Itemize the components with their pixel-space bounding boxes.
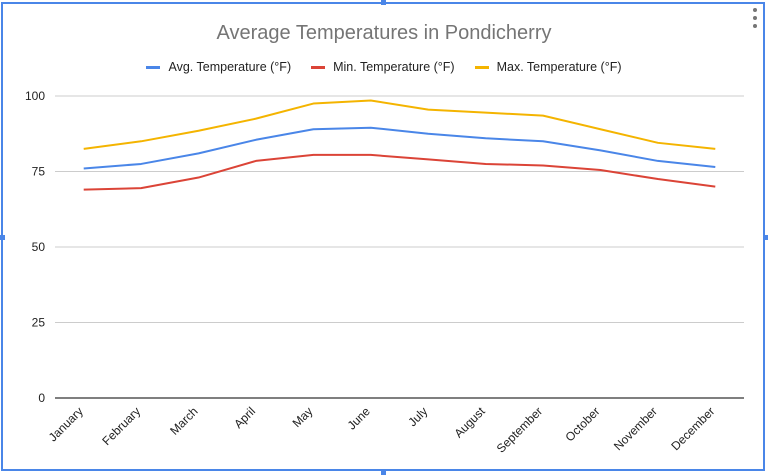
chart-title: Average Temperatures in Pondicherry (216, 22, 552, 44)
x-tick-label: January (46, 404, 86, 444)
x-tick-label: September (494, 404, 545, 455)
resize-handle-left[interactable] (0, 235, 5, 240)
legend-label: Avg. Temperature (°F) (168, 60, 292, 74)
legend-label: Max. Temperature (°F) (496, 60, 622, 74)
x-tick-label: April (231, 404, 258, 431)
x-tick-label: October (562, 404, 602, 444)
legend-swatch (146, 65, 161, 69)
y-tick-label: 50 (32, 240, 46, 254)
y-tick-label: 75 (32, 165, 46, 179)
x-tick-label: May (290, 404, 316, 430)
series-line-2[interactable] (83, 99, 716, 150)
legend-item-2[interactable]: Max. Temperature (°F) (474, 60, 622, 74)
legend-swatch (474, 65, 489, 69)
resize-handle-top[interactable] (381, 0, 386, 5)
x-tick-label: July (405, 404, 430, 429)
resize-handle-right[interactable] (763, 235, 768, 240)
x-tick-label: February (99, 404, 143, 448)
series-line-0[interactable] (83, 126, 716, 170)
resize-handle-bottom[interactable] (381, 470, 386, 475)
x-tick-label: June (345, 404, 374, 433)
legend-item-1[interactable]: Min. Temperature (°F) (311, 60, 455, 74)
y-tick-label: 0 (38, 391, 45, 405)
x-tick-label: March (167, 404, 200, 437)
x-tick-label: December (668, 404, 717, 453)
y-tick-label: 100 (25, 89, 45, 103)
legend-item-0[interactable]: Avg. Temperature (°F) (146, 60, 291, 74)
chart-legend: Avg. Temperature (°F) Min. Temperature (°… (0, 60, 768, 74)
series-line-1[interactable] (83, 153, 716, 191)
x-tick-label: November (611, 404, 660, 453)
y-tick-label: 25 (32, 316, 46, 330)
x-tick-label: August (451, 404, 488, 441)
legend-label: Min. Temperature (°F) (333, 60, 455, 74)
legend-swatch (311, 65, 326, 69)
more-options-icon[interactable] (752, 8, 758, 28)
